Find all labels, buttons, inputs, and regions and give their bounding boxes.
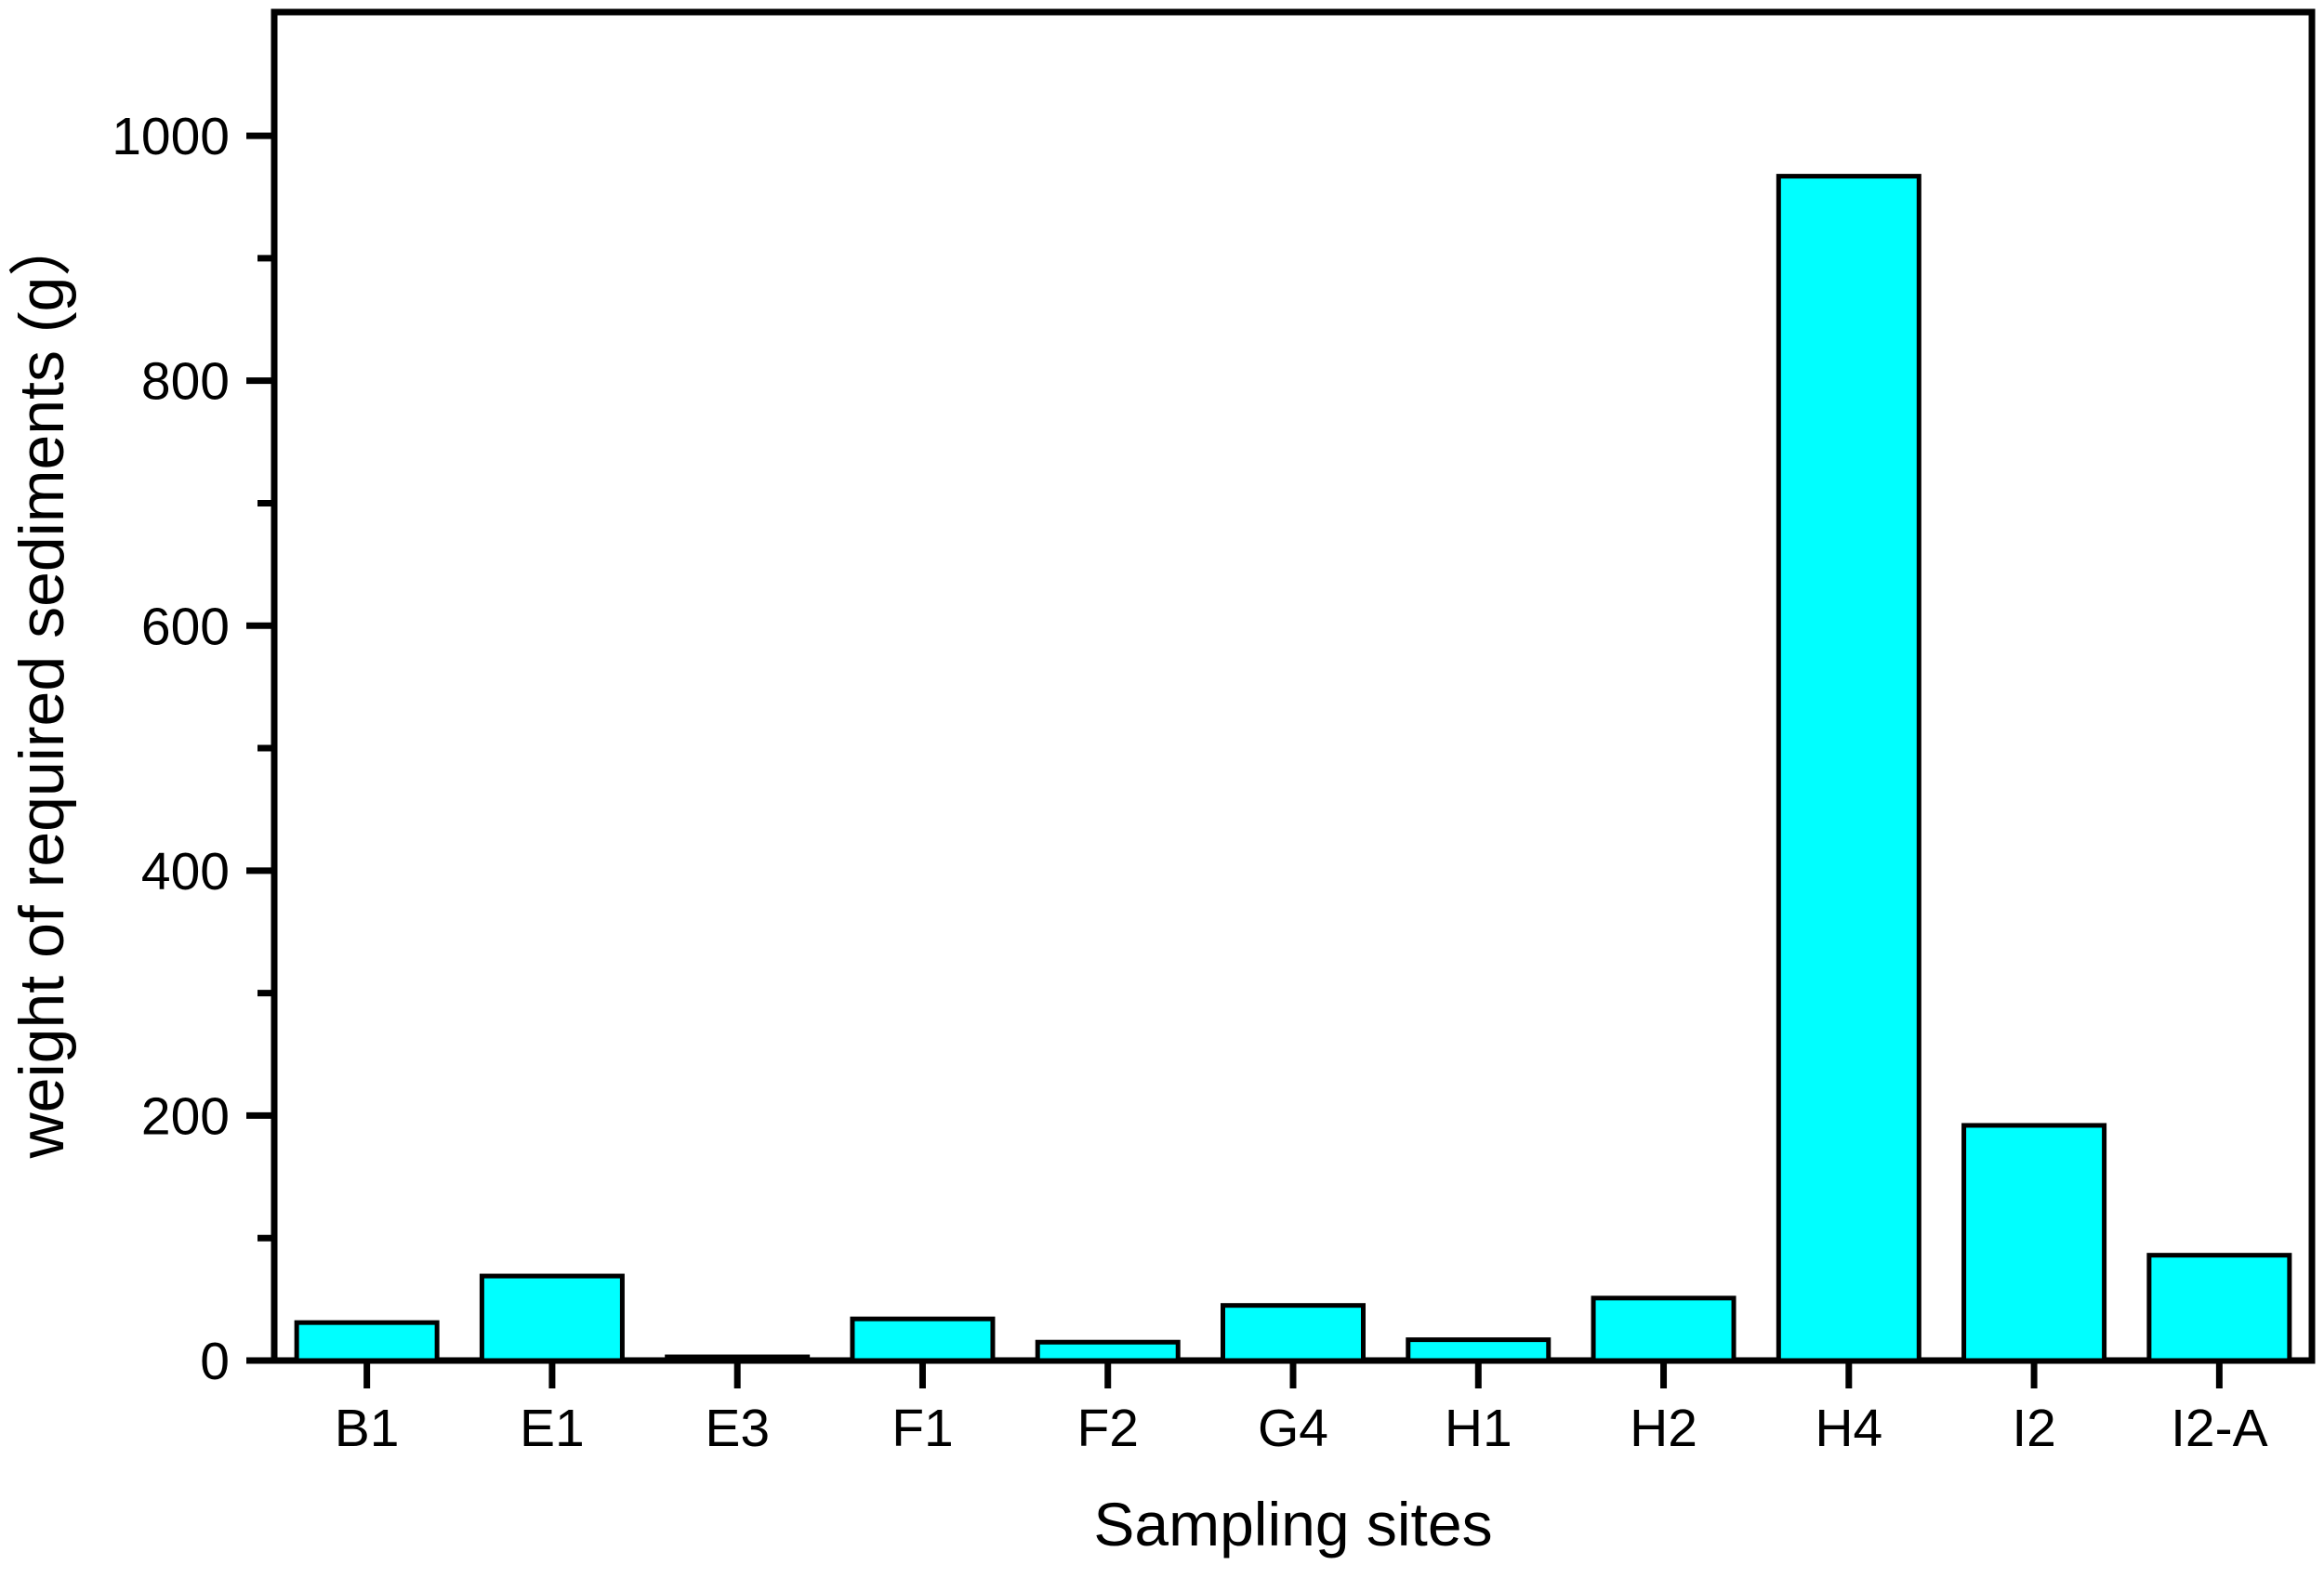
y-tick-label: 400 [141,842,230,901]
x-tick-label: H1 [1445,1399,1512,1458]
x-tick-label: I2-A [2171,1399,2268,1458]
y-axis-major-ticks [246,132,274,1364]
y-tick-label: 200 [141,1086,230,1146]
y-tick-label: 800 [141,352,230,412]
y-axis-minor-ticks [257,255,274,1242]
y-tick-label: 1000 [112,107,230,166]
bar-H1 [1406,1337,1552,1363]
x-axis-title: Sampling sites [1093,1490,1492,1558]
y-tick-label: 600 [141,597,230,656]
x-tick-label: H4 [1815,1399,1882,1458]
x-tick-label: H2 [1630,1399,1697,1458]
bar-B1 [294,1320,440,1363]
y-axis-tick-labels: 0 200 400 600 800 1000 [112,107,230,1391]
bar-E3 [665,1354,811,1363]
x-tick-label: G4 [1258,1399,1328,1458]
x-axis-tick-labels: B1 E1 E3 F1 F2 G4 H1 H2 H4 I2 I2-A [335,1399,2268,1458]
x-tick-label: F1 [891,1399,954,1458]
x-axis-ticks [363,1361,2223,1388]
x-tick-label: B1 [335,1399,400,1458]
x-tick-label: E1 [520,1399,585,1458]
bar-I2 [1961,1123,2107,1363]
bars [294,174,2292,1363]
bar-H4 [1776,174,1921,1363]
x-tick-label: E3 [705,1399,770,1458]
bar-I2-A [2146,1253,2292,1363]
x-tick-label: I2 [2012,1399,2056,1458]
bar-E1 [479,1273,625,1363]
bar-G4 [1221,1303,1366,1363]
bar-F2 [1035,1339,1181,1363]
bar-F1 [850,1316,996,1363]
x-tick-label: F2 [1076,1399,1139,1458]
bar-H2 [1591,1295,1736,1363]
y-axis-title: weight of required sediments (g） [7,214,77,1160]
y-tick-label: 0 [200,1332,230,1391]
